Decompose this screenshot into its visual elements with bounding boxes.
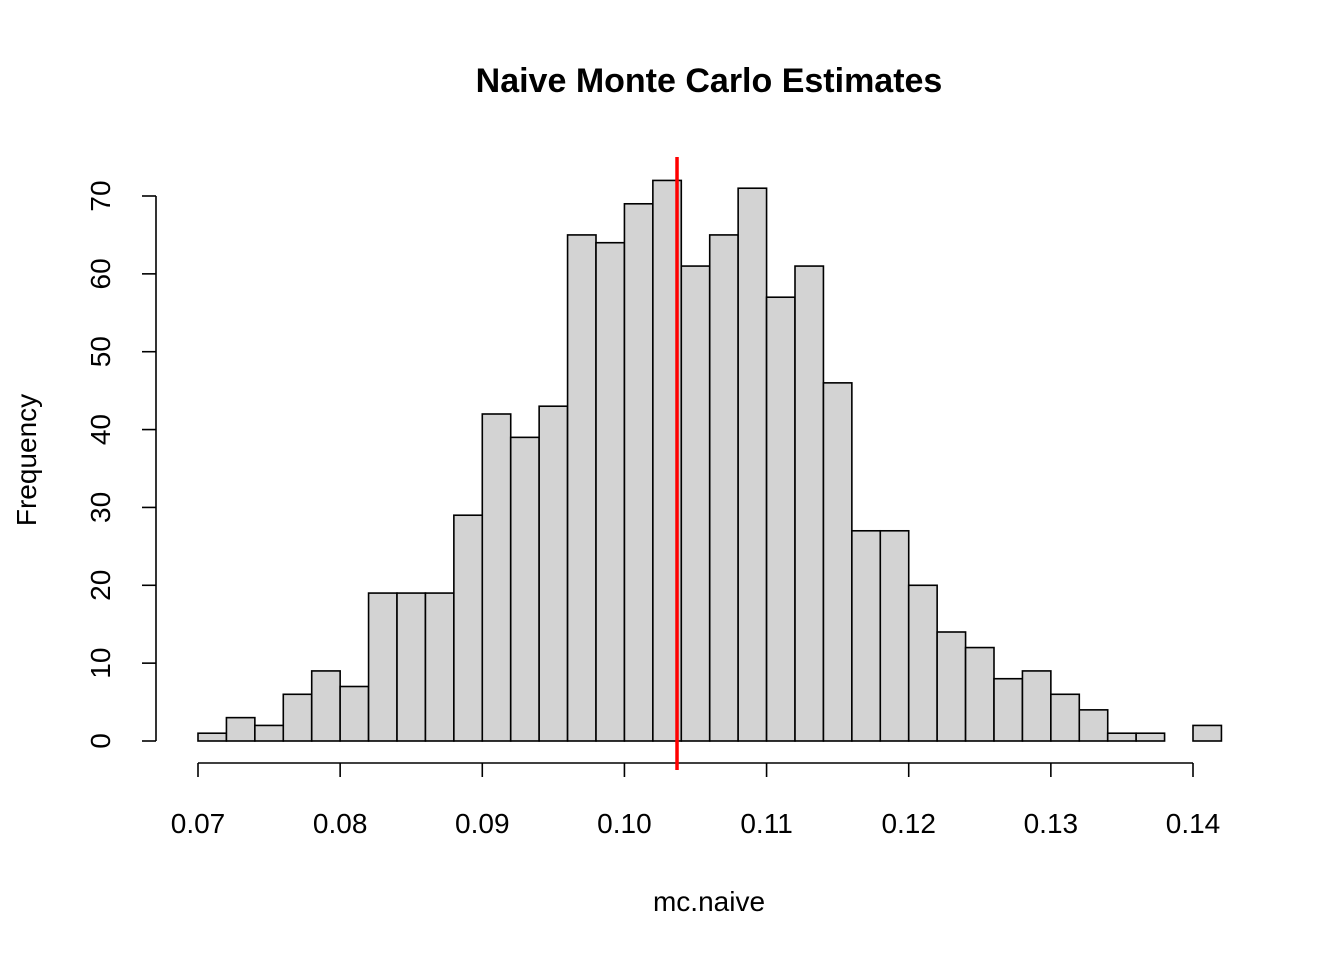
y-tick-label: 40 <box>85 414 116 445</box>
histogram-bar <box>595 241 626 742</box>
x-tick-label: 0.14 <box>1166 808 1221 839</box>
histogram-bar <box>907 584 938 742</box>
x-tick-label: 0.10 <box>597 808 652 839</box>
x-tick-label: 0.13 <box>1024 808 1079 839</box>
y-tick-label: 0 <box>85 733 116 749</box>
x-tick-label: 0.11 <box>740 808 792 839</box>
y-tick-label: 10 <box>85 648 116 679</box>
x-axis-label: mc.naive <box>653 886 765 917</box>
histogram-bar <box>1021 670 1052 742</box>
x-axis: 0.07 0.08 0.09 0.10 0.11 0.12 0.13 0.14 <box>171 762 1221 839</box>
histogram-bar <box>453 514 484 742</box>
chart-title: Naive Monte Carlo Estimates <box>476 62 943 100</box>
histogram-bar <box>765 296 796 742</box>
histogram-bar <box>566 234 597 742</box>
histogram-bar <box>538 405 569 742</box>
histogram-bar <box>367 592 398 742</box>
x-tick-label: 0.09 <box>455 808 510 839</box>
histogram-bar <box>197 732 228 742</box>
histogram-bar <box>310 670 341 742</box>
histogram-bar <box>879 529 910 742</box>
y-tick-label: 30 <box>85 492 116 523</box>
y-tick-label: 70 <box>85 180 116 211</box>
histogram-bar <box>737 187 768 742</box>
histogram-bar <box>1078 709 1109 742</box>
histogram-bar <box>339 685 370 742</box>
histogram-bar <box>396 592 427 742</box>
y-tick-label: 20 <box>85 570 116 601</box>
histogram-bar <box>794 265 825 742</box>
histogram-bar <box>708 234 739 742</box>
histogram-bar <box>680 265 711 742</box>
histogram-bar <box>964 646 995 742</box>
y-axis-label: Frequency <box>11 394 42 526</box>
bars-layer <box>197 179 1223 742</box>
x-tick-label: 0.08 <box>313 808 368 839</box>
histogram-bar <box>424 592 455 742</box>
histogram-bar <box>282 693 313 742</box>
histogram-bar <box>1135 732 1166 742</box>
y-tick-label: 60 <box>85 258 116 289</box>
histogram-bar <box>1050 693 1081 742</box>
histogram-bar <box>509 436 540 742</box>
histogram-bar <box>822 382 853 742</box>
histogram-bar <box>1106 732 1137 742</box>
histogram-bar <box>623 202 654 742</box>
x-tick-label: 0.12 <box>881 808 936 839</box>
histogram-bar <box>225 716 256 742</box>
y-axis: 0 10 20 30 40 50 60 70 <box>85 180 157 749</box>
x-tick-label: 0.07 <box>171 808 226 839</box>
histogram-bar <box>1192 724 1223 742</box>
histogram-bar <box>993 677 1024 742</box>
histogram-bar <box>936 631 967 742</box>
histogram-bar <box>851 529 882 742</box>
y-tick-label: 50 <box>85 336 116 367</box>
histogram-bar <box>254 724 285 742</box>
histogram-bar <box>481 413 512 742</box>
